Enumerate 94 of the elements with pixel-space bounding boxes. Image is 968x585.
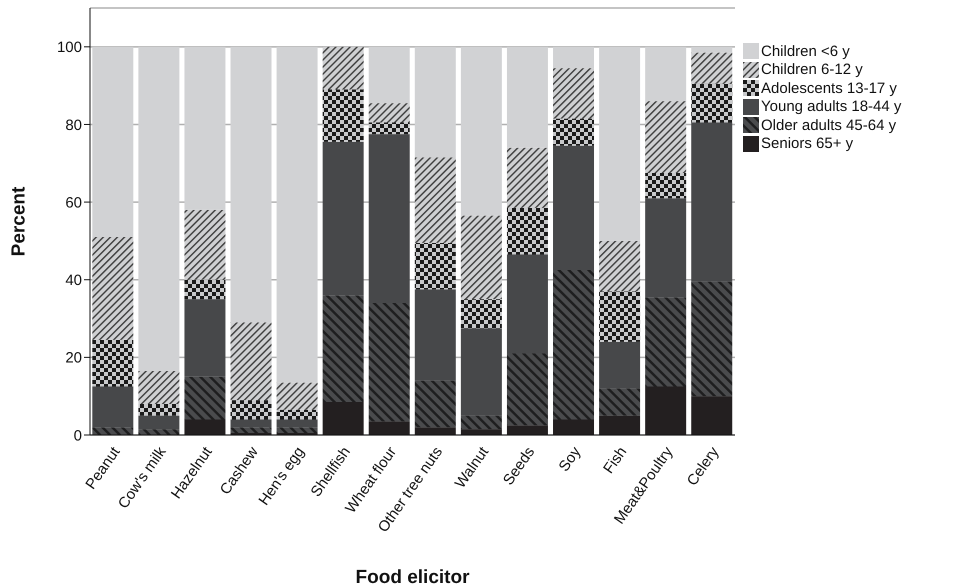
legend-label: Adolescents 13-17 y: [761, 80, 897, 97]
bar: [414, 46, 456, 158]
bar: [645, 172, 686, 198]
bar: [460, 328, 502, 416]
bar: [368, 134, 410, 304]
bar: [414, 427, 456, 435]
bar: [92, 386, 134, 428]
bar: [276, 410, 318, 420]
bar: [691, 396, 732, 435]
bar: [368, 46, 410, 104]
bar: [506, 148, 548, 208]
bar: [691, 84, 732, 123]
bar: [553, 419, 594, 435]
bar: [691, 52, 732, 84]
bar: [184, 210, 226, 280]
bar: [414, 289, 456, 381]
bar: [506, 353, 548, 426]
bar: [184, 376, 226, 420]
bar: [322, 402, 364, 435]
bar: [276, 419, 318, 428]
bar: [599, 240, 640, 292]
bar: [368, 103, 410, 123]
bar: [414, 380, 456, 428]
bar: [645, 297, 686, 386]
bar: [506, 425, 548, 435]
legend-label: Young adults 18-44 y: [761, 98, 902, 116]
bar: [553, 146, 594, 270]
bar: [276, 46, 318, 383]
bar: [368, 303, 410, 422]
bar: [138, 416, 180, 430]
bar: [506, 46, 548, 148]
bar: [553, 46, 594, 68]
bar: [368, 421, 410, 435]
bar: [645, 386, 686, 435]
bar: [138, 46, 180, 371]
bar: [230, 427, 272, 434]
bar: [506, 254, 548, 354]
y-axis-title: Percent: [8, 186, 30, 256]
bar: [553, 68, 594, 119]
legend-label: Children <6 y: [761, 42, 850, 60]
y-tick-label: 100: [56, 39, 82, 56]
bar: [553, 270, 594, 420]
bar: [599, 46, 640, 241]
bar: [276, 427, 318, 434]
bar: [322, 142, 364, 296]
bar: [230, 419, 272, 428]
bar: [460, 416, 502, 430]
bar: [322, 295, 364, 402]
legend-label: Seniors 65+ y: [761, 135, 854, 152]
bar: [184, 46, 226, 210]
bar: [184, 419, 226, 435]
bar: [138, 404, 180, 416]
bar: [460, 46, 502, 216]
bar: [92, 427, 134, 435]
bar: [599, 291, 640, 342]
legend-label: Children 6-12 y: [761, 61, 863, 78]
bar: [691, 46, 732, 53]
y-tick-label: 60: [65, 194, 82, 212]
bar: [368, 122, 410, 134]
bar: [599, 342, 640, 388]
bar: [460, 299, 502, 328]
bar: [92, 340, 134, 386]
bar: [184, 280, 226, 300]
bar: [92, 46, 134, 238]
bar: [184, 299, 226, 377]
bar: [599, 416, 640, 435]
bar: [460, 216, 502, 300]
y-tick-label: 20: [65, 350, 82, 367]
bar: [599, 388, 640, 416]
bar: [414, 242, 456, 290]
bar: [230, 400, 272, 420]
y-tick-label: 0: [74, 427, 82, 444]
bar: [691, 122, 732, 282]
bar: [322, 90, 364, 142]
bar: [414, 157, 456, 243]
bar: [645, 101, 686, 173]
x-tick-label: Soy: [556, 443, 585, 475]
bar: [645, 46, 686, 102]
bar: [92, 237, 134, 340]
legend-label: Older adults 45-64 y: [761, 116, 896, 134]
x-axis-title: Food elicitor: [356, 567, 470, 585]
bar: [645, 198, 686, 298]
bar: [138, 429, 180, 435]
bar: [276, 382, 318, 410]
bar: [691, 282, 732, 396]
bar: [138, 370, 180, 404]
bar: [230, 322, 272, 400]
bar: [553, 118, 594, 146]
bar: [506, 208, 548, 254]
bar: [322, 46, 364, 90]
bar: [460, 429, 502, 435]
y-tick-label: 80: [65, 116, 82, 134]
y-tick-label: 40: [65, 272, 82, 290]
bar: [230, 46, 272, 322]
